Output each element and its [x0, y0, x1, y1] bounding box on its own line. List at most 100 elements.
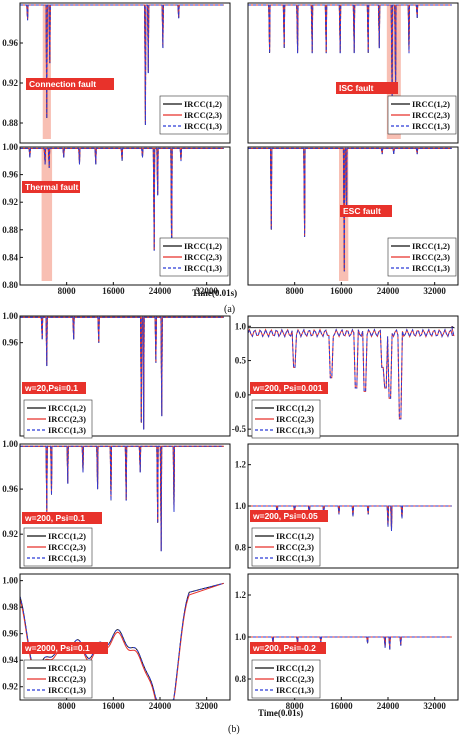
axes-frame-b3 — [19, 443, 231, 569]
annotation-box-b5 — [22, 642, 108, 654]
y-tick-label-b2: 1.0 — [235, 321, 247, 331]
legend-label-1-b6: IRCC(1,2) — [276, 663, 314, 673]
x-tick-label-a4: 8000 — [286, 286, 305, 296]
y-tick-label-b5: 0.94 — [2, 655, 18, 665]
legend-label-3-a1: IRCC(1,3) — [184, 121, 222, 131]
annotation-box-a4 — [340, 205, 392, 217]
legend-label-2-a3: IRCC(2,3) — [184, 252, 222, 262]
y-tick-label-a1: 0.88 — [2, 118, 18, 128]
legend-label-2-b3: IRCC(2,3) — [48, 542, 86, 552]
y-tick-label-b4: 1.2 — [235, 460, 247, 470]
y-tick-label-a1: 0.96 — [2, 38, 18, 48]
y-tick-label-b6: 1.0 — [235, 632, 247, 642]
x-tick-label-b6: 16000 — [330, 701, 353, 711]
x-tick-label-b5: 24000 — [149, 701, 172, 711]
xlabel-a: Time(0.01s) — [192, 288, 237, 298]
series-line-3-a1 — [20, 4, 224, 126]
legend-label-3-b1: IRCC(1,3) — [48, 425, 86, 435]
axes-frame-a4 — [247, 146, 459, 286]
legend-label-2-a1: IRCC(2,3) — [184, 110, 222, 120]
legend-label-1-b1: IRCC(1,2) — [48, 403, 86, 413]
annotation-label-a1: Connection fault — [29, 79, 96, 89]
series-line-3-b1 — [20, 316, 224, 430]
y-tick-label-b5: 0.96 — [2, 629, 18, 639]
legend-label-3-b5: IRCC(1,3) — [48, 685, 86, 695]
x-tick-label-b6: 8000 — [286, 701, 305, 711]
legend-label-1-a2: IRCC(1,2) — [412, 99, 450, 109]
x-tick-label-a3: 16000 — [102, 286, 125, 296]
y-tick-label-b3: 0.92 — [2, 529, 18, 539]
y-tick-label-b5: 0.98 — [2, 602, 18, 612]
annotation-label-b3: w=200, Psi=0.1 — [24, 513, 85, 523]
panel-b1: 0.96 1.00 w=20,Psi=0.1 IRCC(1,2)IRCC(2,3)IR… — [2, 311, 231, 439]
legend-label-3-b4: IRCC(1,3) — [276, 553, 314, 563]
x-tick-label-a3: 24000 — [149, 286, 172, 296]
legend-label-2-b5: IRCC(2,3) — [48, 674, 86, 684]
y-tick-label-a3: 0.96 — [2, 170, 18, 180]
y-tick-label-b5: 0.92 — [2, 682, 18, 692]
y-tick-label-b4: 1.0 — [235, 501, 247, 511]
legend-label-1-a1: IRCC(1,2) — [184, 99, 222, 109]
legend-label-1-b4: IRCC(1,2) — [276, 531, 314, 541]
legend-label-3-b2: IRCC(1,3) — [276, 425, 314, 435]
annotation-box-a3 — [22, 181, 80, 193]
series-line-3-a2 — [248, 4, 452, 99]
legend-label-2-a4: IRCC(2,3) — [412, 252, 450, 262]
annotation-box-b2 — [250, 382, 328, 394]
annotation-label-b4: w=200, Psi=0.05 — [252, 511, 318, 521]
legend-label-3-a4: IRCC(1,3) — [412, 263, 450, 273]
legend-label-1-b3: IRCC(1,2) — [48, 531, 86, 541]
axes-frame-b1 — [19, 315, 231, 437]
x-tick-label-a3: 32000 — [195, 286, 218, 296]
y-tick-label-a3: 0.92 — [2, 197, 18, 207]
annotation-label-a2: ISC fault — [339, 83, 374, 93]
panel-b2: 1.00.50.0-0.5w=200, Psi=0.001IRCC(1,2)IR… — [232, 315, 459, 439]
series-line-3-b4 — [248, 505, 452, 532]
series-line-3-b2 — [247, 326, 455, 420]
y-tick-label-a3: 0.84 — [2, 252, 18, 262]
legend-label-2-b1: IRCC(2,3) — [48, 414, 86, 424]
annotation-label-a3: Thermal fault — [25, 182, 79, 192]
series-line-3-b6 — [248, 636, 452, 650]
y-tick-label-b3: 1.00 — [2, 439, 18, 449]
panel-a3: 0.80 0.84 0.88 0.92 0.96 1.00 8000 16000 24000 32… — [2, 142, 231, 296]
series-line-1-b2 — [248, 325, 456, 329]
annotation-label-b1: w=20,Psi=0.1 — [24, 383, 78, 393]
annotation-box-b4 — [250, 510, 328, 522]
y-tick-label-a3: 1.00 — [2, 142, 18, 152]
legend-label-3-b3: IRCC(1,3) — [48, 553, 86, 563]
panel-a2: ISC fault IRCC(1,2)IRCC(2,3)IRCC(1,3) — [247, 2, 459, 144]
y-tick-label-b3: 0.96 — [2, 484, 18, 494]
annotation-box-a1 — [26, 78, 114, 90]
legend-label-1-a3: IRCC(1,2) — [184, 241, 222, 251]
y-tick-label-b2: 0.5 — [235, 356, 247, 366]
annotation-label-a4: ESC fault — [343, 206, 381, 216]
legend-label-1-a4: IRCC(1,2) — [412, 241, 450, 251]
legend-label-1-b2: IRCC(1,2) — [276, 403, 314, 413]
axes-frame-a3 — [19, 146, 231, 286]
series-line-3-b3 — [20, 445, 224, 552]
y-tick-label-a1: 0.92 — [2, 78, 18, 88]
y-tick-label-b2: 0.0 — [235, 390, 247, 400]
x-tick-label-a3: 8000 — [58, 286, 77, 296]
caption-b: (b) — [228, 724, 240, 735]
y-tick-label-b6: 1.2 — [235, 590, 247, 600]
y-tick-label-b1: 0.96 — [2, 338, 18, 348]
series-line-3-a4 — [248, 147, 452, 272]
x-tick-label-b6: 24000 — [377, 701, 400, 711]
annotation-box-a2 — [336, 82, 398, 94]
panel-b6: 1.2 1.0 0.8 8000 16000 24000 32000 w=200, Psi=-… — [235, 573, 459, 711]
panel-b5: 0.92 0.94 0.96 0.98 1.00 8000 16000 24000 32000 w… — [2, 573, 231, 711]
panel-b4: 1.2 1.0 0.8 w=200, Psi=0.05 IRCC(1,2)IRCC(2,… — [235, 443, 459, 569]
xlabel-b: Time(0.01s) — [258, 708, 303, 718]
y-tick-label-b5: 1.00 — [2, 576, 18, 586]
fault-highlight-a3 — [41, 149, 53, 281]
panel-b3: 0.920.961.00w=200, Psi=0.1IRCC(1,2)IRCC(… — [2, 439, 231, 569]
axes-frame-b2 — [247, 315, 459, 437]
x-tick-label-a4: 24000 — [377, 286, 400, 296]
y-tick-label-b6: 0.8 — [235, 674, 247, 684]
y-tick-label-a3: 0.88 — [2, 225, 18, 235]
